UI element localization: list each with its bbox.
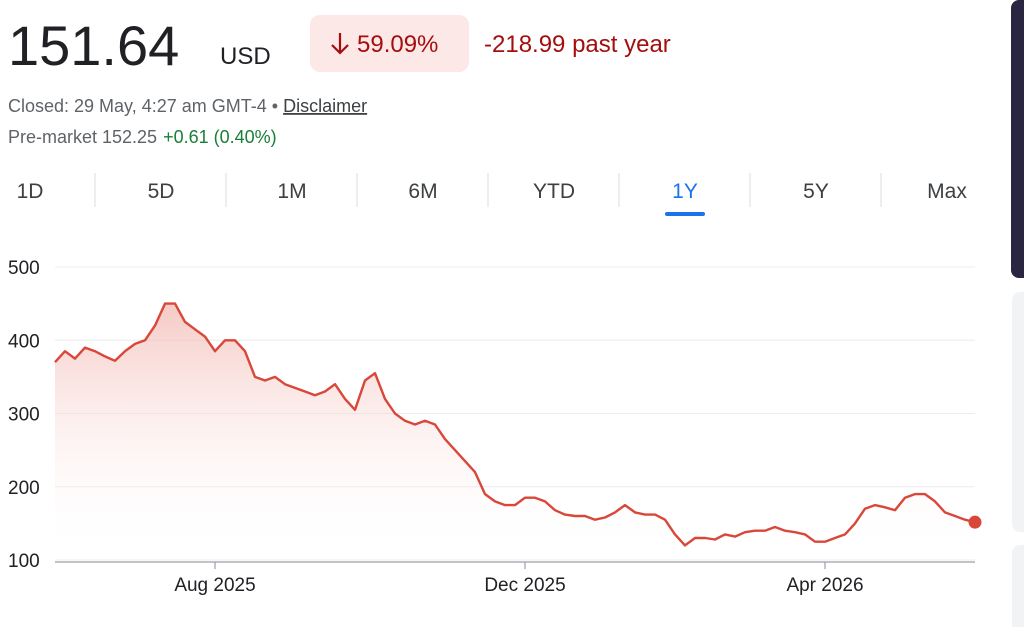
premarket-change: +0.61 (0.40%) (163, 127, 277, 147)
area-fill (55, 303, 975, 560)
premarket-line: Pre-market 152.25 +0.61 (0.40%) (8, 127, 277, 147)
y-tick-label: 300 (8, 405, 40, 426)
separator: • (272, 96, 278, 116)
x-tick-label: Dec 2025 (484, 575, 565, 596)
side-panel (1012, 292, 1024, 532)
range-tab[interactable]: 1Y (672, 180, 698, 203)
range-tab[interactable]: YTD (533, 180, 575, 203)
range-tab[interactable]: 5D (148, 180, 175, 203)
disclaimer-link[interactable]: Disclaimer (283, 96, 367, 116)
range-tabs: 1D 5D 1M 6M YTD 1Y 5Y Max (17, 173, 967, 216)
range-tab[interactable]: 6M (408, 180, 437, 203)
closed: Closed: 29 May, 4:27 am GMT-4 (8, 96, 267, 116)
x-tick-label: Apr 2026 (786, 575, 863, 596)
range-tab[interactable]: 1D (17, 180, 44, 203)
closed-line: Closed: 29 May, 4:27 am GMT-4 • Disclaimer (8, 96, 367, 116)
y-tick-label: 500 (8, 258, 40, 279)
y-tick-label: 100 (8, 551, 40, 572)
change-pill (310, 15, 469, 72)
y-tick-label: 200 (8, 478, 40, 499)
change: -218.99 past year (484, 31, 671, 58)
last-point (968, 515, 982, 529)
premarket: Pre-market 152.25 (8, 127, 157, 147)
price: 151.64 (8, 14, 179, 77)
side-panel (1012, 545, 1024, 632)
down-arrow (331, 33, 349, 55)
change-percent: 59.09% (357, 31, 438, 58)
y-tick-label: 400 (8, 331, 40, 352)
side-panel (1011, 0, 1024, 278)
range-tab[interactable]: 1M (277, 180, 306, 203)
currency: USD (220, 43, 271, 70)
x-tick-label: Aug 2025 (174, 575, 255, 596)
chart: 100 200 300 400 500 Aug 2025 Dec 2025 Apr 2026 (8, 258, 982, 596)
range-tab[interactable]: Max (927, 180, 967, 203)
range-tab[interactable]: 5Y (803, 180, 829, 203)
price-line (54, 302, 976, 547)
